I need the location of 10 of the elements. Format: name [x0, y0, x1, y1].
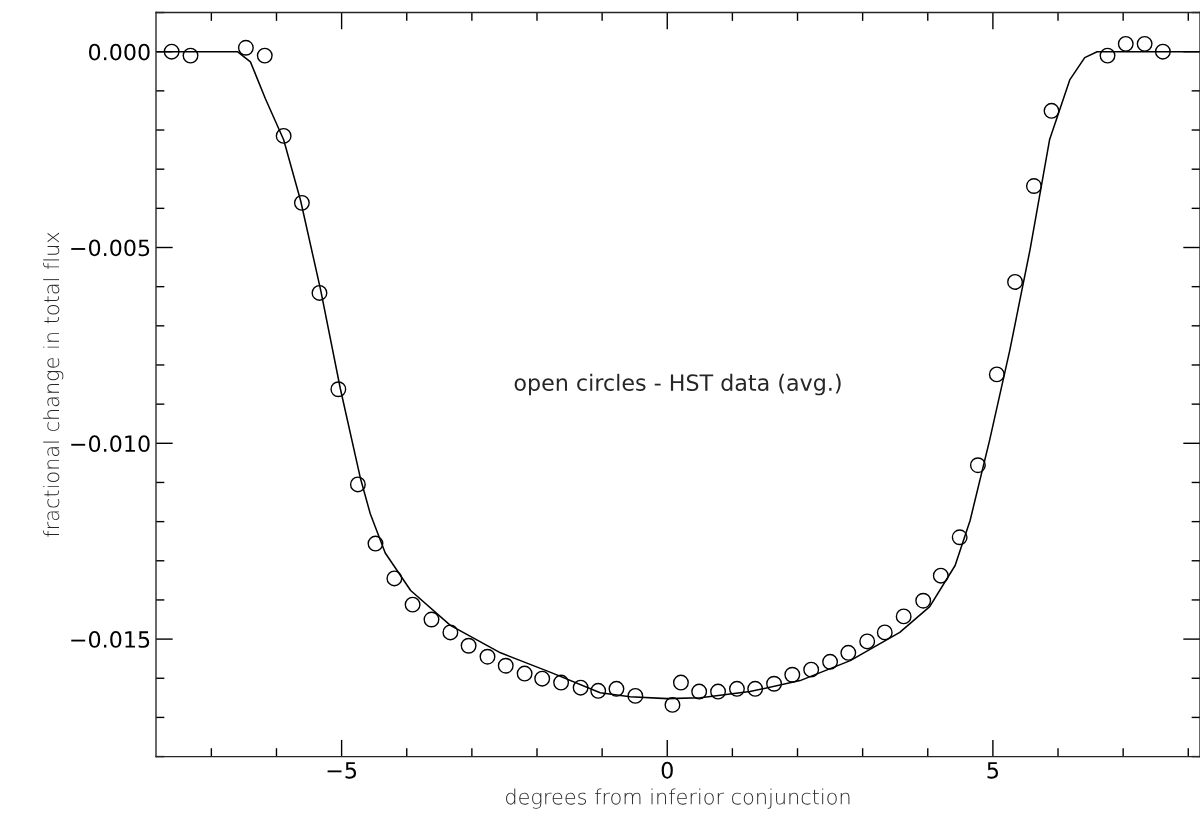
y-tick-label: −0.005	[71, 239, 150, 257]
x-tick-label: 0	[661, 761, 673, 779]
annotation: open circles - HST data (avg.)	[514, 373, 841, 396]
x-axis-title: degrees from inferior conjunction	[506, 788, 850, 809]
y-tick-label: −0.010	[71, 435, 150, 453]
y-axis-title: fractional change in total flux	[43, 232, 64, 537]
y-tick-label: −0.015	[71, 631, 150, 648]
x-tick-label: −5	[327, 762, 357, 779]
x-tick-label: 5	[987, 762, 999, 779]
y-tick-label: 0.000	[88, 43, 150, 61]
